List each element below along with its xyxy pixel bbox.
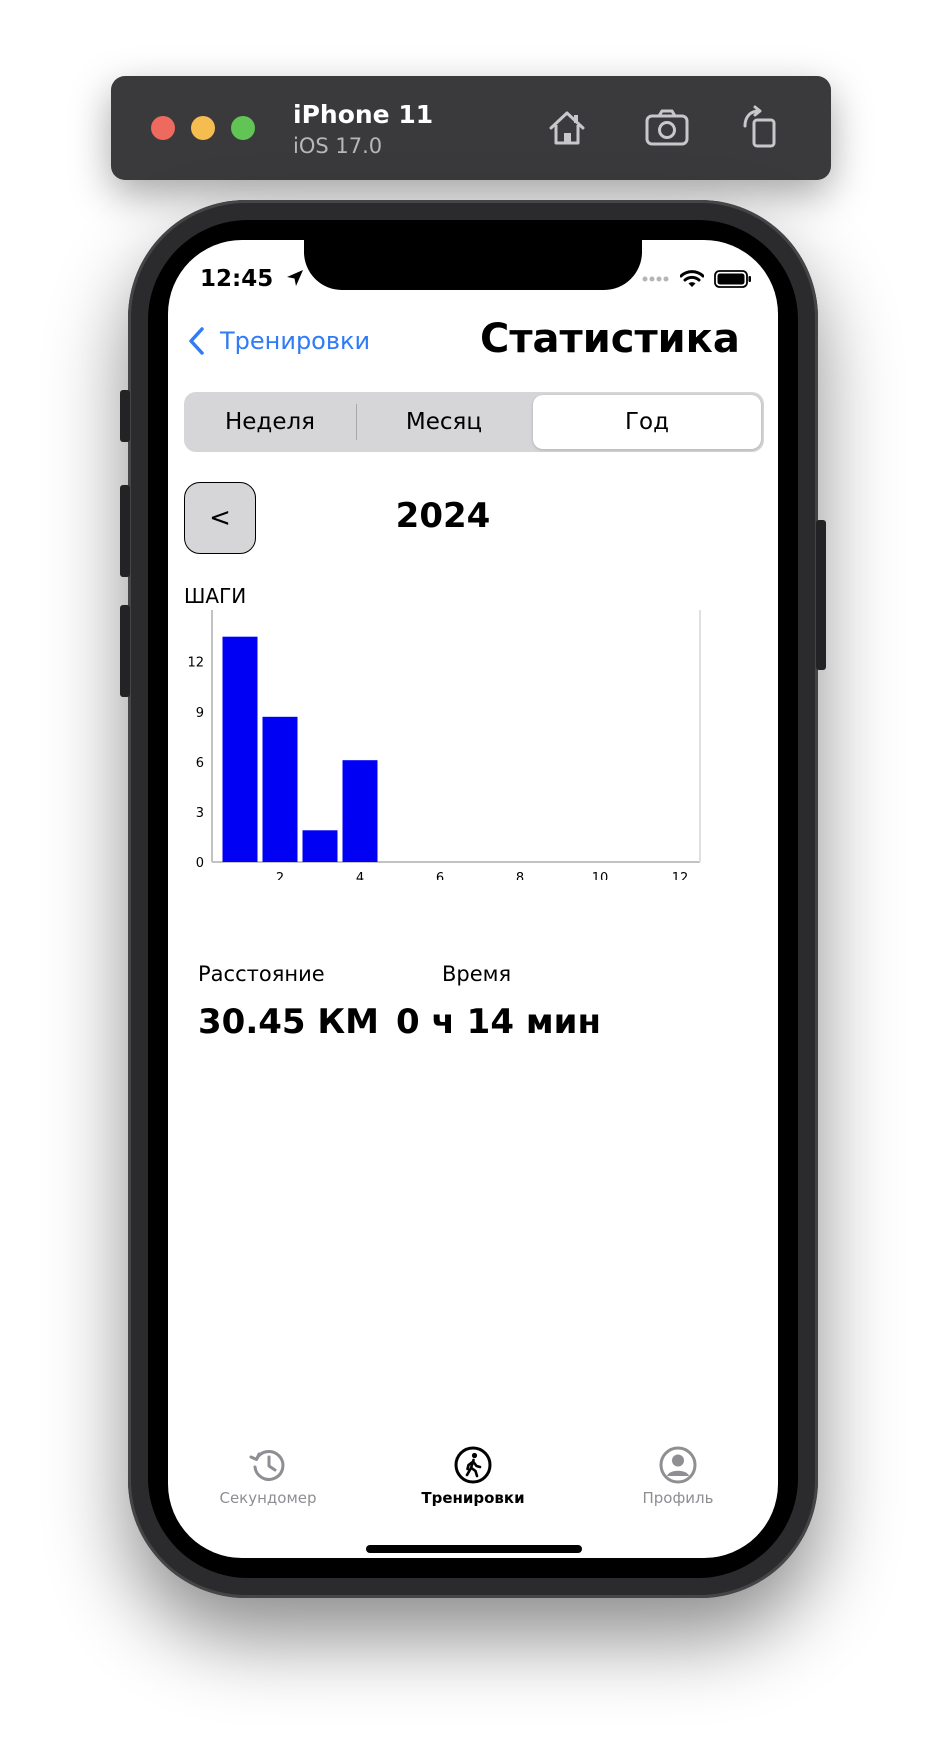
- x-tick-label: 4: [356, 871, 364, 880]
- status-icons: [642, 267, 752, 291]
- tab-profile[interactable]: Профиль: [578, 1445, 778, 1507]
- chart-bar: [342, 760, 378, 862]
- tab-workouts[interactable]: Тренировки: [373, 1445, 573, 1507]
- segment-divider: [356, 404, 357, 440]
- chevron-left-icon: [189, 327, 204, 355]
- volume-up-button: [120, 485, 130, 577]
- time-value: 0 ч 14 мин: [396, 1002, 601, 1042]
- steps-bar-chart: 2 4 6 8 10 12 0 3 6 9 12: [187, 610, 701, 880]
- home-button[interactable]: [543, 104, 591, 152]
- volume-down-button: [120, 605, 130, 697]
- y-tick-label: 9: [196, 706, 204, 721]
- battery-icon: [714, 270, 751, 288]
- chart-bar: [222, 636, 258, 862]
- x-tick-label: 10: [592, 871, 609, 880]
- wifi-icon: [680, 270, 704, 287]
- tab-label: Секундомер: [219, 1489, 317, 1507]
- status-time: 12:45: [200, 266, 305, 292]
- ring-switch: [120, 390, 130, 442]
- back-button[interactable]: Тренировки: [186, 326, 370, 356]
- device-name: iPhone 11: [293, 100, 434, 129]
- tab-label: Профиль: [642, 1489, 714, 1507]
- side-button: [816, 520, 826, 670]
- screenshot-button[interactable]: [643, 104, 691, 152]
- rotate-button[interactable]: [737, 104, 785, 152]
- home-icon: [549, 111, 585, 145]
- chart-bar: [302, 830, 338, 862]
- current-year: 2024: [395, 496, 491, 536]
- page-title: Статистика: [480, 316, 740, 362]
- x-tick-label: 6: [436, 871, 444, 880]
- y-tick-label: 3: [196, 806, 204, 821]
- distance-value: 30.45 КМ: [198, 1002, 380, 1042]
- zoom-window-button[interactable]: [231, 116, 255, 140]
- rotate-icon: [743, 105, 776, 148]
- home-indicator: [366, 1545, 582, 1553]
- previous-period-button[interactable]: <: [184, 482, 256, 554]
- chart-bar: [262, 716, 298, 862]
- segment-week[interactable]: Неделя: [224, 409, 316, 435]
- back-button-label: Тренировки: [220, 327, 371, 355]
- minimize-window-button[interactable]: [191, 116, 215, 140]
- app-screen: 12:45 Тренировки Статистика Неделя: [168, 240, 778, 1558]
- person-circle-icon: [659, 1446, 697, 1484]
- y-tick-label: 0: [196, 856, 204, 871]
- stopwatch-history-icon: [249, 1449, 285, 1481]
- walking-figure-icon: [454, 1446, 492, 1484]
- x-tick-label: 12: [672, 871, 689, 880]
- tab-label: Тренировки: [421, 1489, 525, 1507]
- screenshot-icon: [645, 109, 689, 146]
- x-tick-label: 2: [276, 871, 284, 880]
- segment-month[interactable]: Месяц: [405, 409, 483, 435]
- simulator-toolbar: iPhone 11 iOS 17.0: [111, 76, 831, 180]
- tab-stopwatch[interactable]: Секундомер: [168, 1445, 368, 1507]
- segment-year[interactable]: Год: [533, 395, 761, 449]
- y-tick-label: 12: [187, 656, 204, 671]
- os-version: iOS 17.0: [293, 134, 383, 158]
- location-arrow-icon: [287, 270, 304, 286]
- cellular-signal-icon: [642, 276, 669, 282]
- x-tick-label: 8: [516, 871, 524, 880]
- close-window-button[interactable]: [151, 116, 175, 140]
- chart-title: ШАГИ: [184, 584, 247, 608]
- notch: [304, 240, 642, 290]
- distance-label: Расстояние: [198, 962, 325, 986]
- tab-bar: Секундомер Тренировки Профиль: [168, 1445, 778, 1515]
- period-segmented-control: Неделя Месяц Год: [184, 392, 764, 452]
- time-label: Время: [442, 962, 512, 986]
- y-tick-label: 6: [196, 756, 204, 771]
